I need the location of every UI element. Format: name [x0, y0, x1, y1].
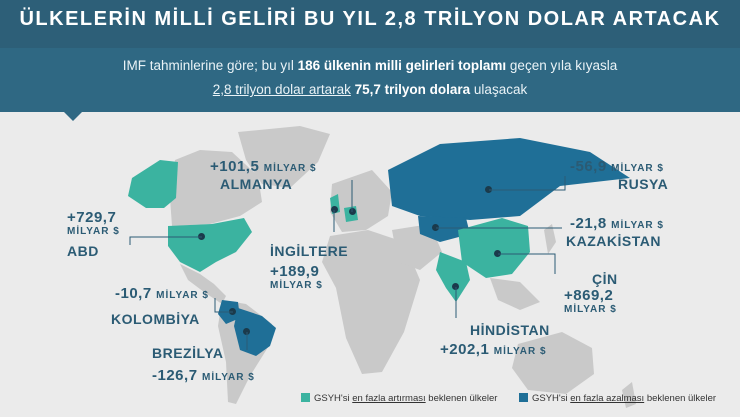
brazil-marker [243, 328, 250, 335]
kazakhstan-shape [418, 216, 470, 242]
china-marker [494, 250, 501, 257]
label-abd: +729,7 MİLYAR $ ABD [67, 209, 120, 259]
australia-shape [512, 332, 594, 394]
unit-kazakistan: MİLYAR $ [611, 220, 664, 231]
usa-shape [168, 218, 252, 272]
label-brezilya: BREZİLYA -126,7 MİLYAR $ [152, 345, 255, 385]
decrease-swatch-icon [519, 393, 528, 402]
page-title: ÜLKELERİN MİLLİ GELİRİ BU YIL 2,8 TRİLYO… [19, 8, 721, 30]
greenland-shape [238, 126, 330, 188]
russia-marker [485, 186, 492, 193]
subtitle-text: IMF tahminlerine göre; bu yıl [122, 58, 298, 73]
new-zealand-shape [622, 382, 636, 408]
label-almanya: +101,5 MİLYAR $ ALMANYA [210, 158, 317, 192]
subtitle-emphasis: 186 ülkenin milli gelirleri toplamı [297, 58, 507, 73]
africa-shape [322, 230, 420, 374]
uk-marker [331, 206, 338, 213]
name-kazakistan: KAZAKİSTAN [566, 233, 661, 249]
increase-swatch-icon [301, 393, 310, 402]
header-pointer [63, 111, 83, 121]
unit-brezilya: MİLYAR $ [202, 372, 255, 383]
canada-shape [170, 150, 262, 226]
unit-almanya: MİLYAR $ [263, 163, 317, 174]
label-kolombiya: -10,7 MİLYAR $ KOLOMBİYA [111, 285, 209, 327]
legend-decrease: GSYH'si en fazla azalması beklenen ülkel… [519, 393, 716, 404]
india-shape [436, 252, 470, 302]
subtitle-text: geçen yıla kıyasla [506, 58, 618, 73]
india-marker [452, 283, 459, 290]
value-rusya: -56,9 [570, 158, 607, 175]
value-ingiltere: +189,9 [270, 263, 320, 280]
value-kolombiya: -10,7 [115, 285, 152, 302]
label-hindistan: HİNDİSTAN +202,1 MİLYAR $ [440, 322, 550, 359]
subtitle-underlined: 2,8 trilyon dolar artarak [212, 82, 351, 97]
unit-abd: MİLYAR $ [67, 226, 120, 237]
unit-ingiltere: MİLYAR $ [270, 280, 323, 291]
value-brezilya: -126,7 [152, 367, 198, 384]
legend-emphasis: en fazla artırması [352, 393, 426, 404]
legend-increase: GSYH'si en fazla artırması beklenen ülke… [301, 393, 497, 404]
legend-text: beklenen ülkeler [644, 393, 717, 404]
name-rusya: RUSYA [618, 176, 669, 192]
name-almanya: ALMANYA [220, 176, 293, 192]
legend-text: GSYH'si [532, 393, 571, 404]
value-kazakistan: -21,8 [570, 215, 607, 232]
name-abd: ABD [67, 243, 99, 259]
unit-cin: MİLYAR $ [564, 304, 617, 315]
label-rusya: -56,9 MİLYAR $ RUSYA [570, 158, 668, 192]
unit-kolombiya: MİLYAR $ [156, 290, 209, 301]
alaska-shape [128, 160, 178, 208]
russia-shape [388, 138, 630, 220]
name-kolombiya: KOLOMBİYA [111, 311, 200, 327]
name-hindistan: HİNDİSTAN [470, 322, 550, 338]
subtitle-line-2: 2,8 trilyon dolar artarak 75,7 trilyon d… [0, 82, 740, 97]
label-kazakistan: -21,8 MİLYAR $ KAZAKİSTAN [566, 215, 664, 249]
mexico-shape [180, 264, 226, 304]
value-almanya: +101,5 [210, 158, 260, 175]
southeast-asia-shape [490, 278, 540, 310]
subtitle-band: IMF tahminlerine göre; bu yıl 186 ülkeni… [0, 48, 740, 112]
name-brezilya: BREZİLYA [152, 345, 224, 361]
legend-emphasis: en fazla azalması [570, 393, 645, 404]
value-cin: +869,2 [564, 287, 614, 304]
name-cin: ÇİN [592, 271, 618, 287]
label-cin: ÇİN +869,2 MİLYAR $ [564, 271, 618, 315]
world-map [128, 126, 636, 408]
legend-text: GSYH'si [314, 393, 353, 404]
unit-hindistan: MİLYAR $ [493, 346, 547, 357]
name-ingiltere: İNGİLTERE [270, 243, 349, 259]
label-ingiltere: İNGİLTERE +189,9 MİLYAR $ [270, 243, 348, 291]
kazakhstan-marker [432, 224, 439, 231]
subtitle-text: ulaşacak [470, 82, 528, 97]
value-abd: +729,7 [67, 209, 117, 226]
unit-rusya: MİLYAR $ [611, 163, 664, 174]
legend-text: beklenen ülkeler [425, 393, 498, 404]
china-shape [458, 218, 530, 278]
brazil-shape [234, 308, 276, 356]
japan-shape [544, 224, 556, 254]
subtitle-emphasis: 75,7 trilyon dolara [354, 82, 471, 97]
value-hindistan: +202,1 [440, 341, 490, 358]
subtitle-line-1: IMF tahminlerine göre; bu yıl 186 ülkeni… [0, 58, 740, 73]
